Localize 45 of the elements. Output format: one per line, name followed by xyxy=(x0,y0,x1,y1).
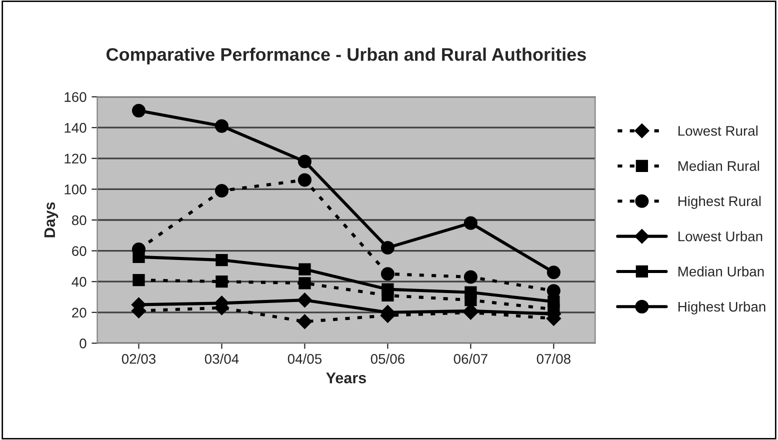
point xyxy=(464,286,477,298)
y-tick-label: 60 xyxy=(72,246,86,256)
y-axis-title: Days xyxy=(44,202,58,238)
x-tick-label: 07/08 xyxy=(536,354,570,364)
point xyxy=(548,296,560,308)
point xyxy=(132,104,146,118)
point xyxy=(214,184,228,198)
legend-label: Highest Rural xyxy=(678,196,761,209)
point xyxy=(216,276,228,288)
y-tick-label: 120 xyxy=(64,154,86,164)
y-tick-label: 40 xyxy=(72,276,86,287)
y-tick-label: 20 xyxy=(72,308,86,318)
point xyxy=(297,314,312,330)
legend-label: Lowest Urban xyxy=(678,231,762,242)
legend-label: Lowest Rural xyxy=(678,126,758,136)
x-tick-label: 02/03 xyxy=(122,354,156,364)
x-axis-title: Years xyxy=(326,372,366,384)
point xyxy=(298,173,312,187)
chart-title: Comparative Performance - Urban and Rural Authorities xyxy=(106,48,586,64)
y-tick-label: 0 xyxy=(80,338,86,348)
point xyxy=(297,292,312,308)
point xyxy=(464,216,478,230)
x-tick-label: 03/04 xyxy=(204,354,239,364)
point xyxy=(298,154,312,168)
point xyxy=(546,266,560,280)
y-tick-label: 80 xyxy=(72,215,86,226)
x-tick-label: 05/06 xyxy=(370,354,404,364)
point xyxy=(298,263,311,276)
point xyxy=(380,267,394,281)
point xyxy=(380,240,394,254)
point xyxy=(298,277,311,290)
legend-label: Median Urban xyxy=(678,266,764,276)
point xyxy=(132,274,145,286)
point xyxy=(214,119,228,133)
point xyxy=(216,254,228,266)
y-tick-label: 160 xyxy=(64,92,86,102)
legend-label: Highest Urban xyxy=(678,301,766,314)
y-tick-label: 100 xyxy=(64,184,86,194)
x-tick-label: 04/05 xyxy=(288,354,322,364)
point xyxy=(464,270,478,284)
point xyxy=(132,250,145,264)
legend-label: Median Rural xyxy=(678,160,760,171)
y-tick-label: 140 xyxy=(64,122,86,133)
x-tick-label: 06/07 xyxy=(454,354,488,364)
point xyxy=(382,283,394,296)
